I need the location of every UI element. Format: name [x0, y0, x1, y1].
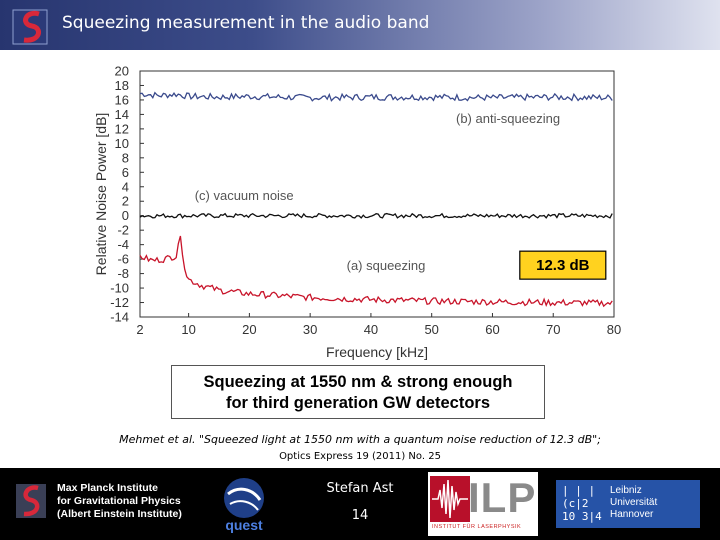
page-number: 14: [351, 508, 369, 523]
y-axis: 20181614121086420-2-4-6-8-10-12-14Relati…: [93, 64, 144, 325]
luh-logo: | | | (c|2 10 3|4 Leibniz Universität Ha…: [556, 480, 700, 528]
vacuum-noise-label: (c) vacuum noise: [195, 188, 294, 203]
squeezing-label: (a) squeezing: [347, 258, 426, 273]
y-tick-label: 0: [122, 208, 129, 223]
conclusion-callout: Squeezing at 1550 nm & strong enough for…: [171, 365, 545, 419]
luh-mark-icon: | | | (c|2 10 3|4: [562, 484, 602, 523]
y-tick-label: -6: [117, 252, 129, 267]
annotation-layer: (b) anti-squeezing (c) vacuum noise (a) sq…: [195, 111, 607, 280]
series-line-0: [139, 91, 613, 102]
series-layer: [139, 91, 613, 308]
y-axis-label: Relative Noise Power [dB]: [93, 113, 109, 276]
y-tick-label: 8: [122, 150, 129, 165]
x-tick-label: 80: [607, 322, 621, 337]
mpi-line-3: (Albert Einstein Institute): [57, 508, 182, 520]
mpi-line-1: Max Planck Institute: [57, 482, 158, 494]
ilp-waveform-icon: [430, 476, 470, 522]
y-tick-label: 2: [122, 194, 129, 209]
y-tick-label: 14: [115, 107, 129, 122]
page-title: Squeezing measurement in the audio band: [62, 13, 430, 33]
ilp-logo: ILP INSTITUT FÜR LASERPHYSIK: [428, 472, 538, 536]
ilp-subtitle: INSTITUT FÜR LASERPHYSIK: [432, 524, 522, 530]
y-tick-label: -12: [110, 295, 129, 310]
x-tick-label: 10: [181, 322, 195, 337]
callout-line-1: Squeezing at 1550 nm & strong enough: [203, 373, 513, 391]
mpi-emblem-icon: [16, 484, 46, 518]
citation-line-1: Mehmet et al. "Squeezed light at 1550 nm…: [119, 433, 601, 446]
y-tick-label: 4: [122, 179, 129, 194]
presenter-name: Stefan Ast: [326, 481, 394, 496]
y-tick-label: -2: [117, 223, 129, 238]
citation: Mehmet et al. "Squeezed light at 1550 nm…: [0, 433, 720, 462]
y-tick-label: -10: [110, 281, 129, 296]
y-tick-label: 10: [115, 136, 129, 151]
y-tick-label: 16: [115, 92, 129, 107]
x-tick-label: 2: [136, 322, 143, 337]
quest-label: quest: [225, 517, 263, 533]
highlight-box: [519, 250, 607, 280]
x-tick-label: 50: [424, 322, 438, 337]
x-axis-label: Frequency [kHz]: [326, 344, 428, 360]
y-tick-label: 12: [115, 121, 129, 136]
x-axis: 2 10 20 30 40 50 60 70 80 Frequency [kHz]: [136, 313, 621, 360]
y-tick-label: 18: [115, 78, 129, 93]
series-line-1: [139, 212, 613, 219]
mpi-line-2: for Gravitational Physics: [57, 495, 181, 507]
x-tick-label: 40: [364, 322, 378, 337]
ilp-name: ILP: [468, 474, 537, 521]
x-tick-label: 30: [303, 322, 317, 337]
luh-line-3: Hannover: [610, 509, 654, 520]
luh-line-1: Leibniz: [610, 485, 642, 496]
footer-bar: Max Planck Institute for Gravitational P…: [0, 468, 720, 540]
anti-squeezing-label: (b) anti-squeezing: [456, 111, 560, 126]
x-tick-label: 60: [485, 322, 499, 337]
y-tick-label: -8: [117, 266, 129, 281]
aei-logo-icon: [12, 9, 48, 45]
series-line-2: [139, 235, 613, 308]
callout-line-2: for third generation GW detectors: [225, 394, 491, 412]
y-tick-label: -4: [117, 237, 129, 252]
y-tick-label: 20: [115, 64, 129, 79]
highlight-value: 12.3 dB: [536, 257, 590, 274]
mpi-logo: Max Planck Institute for Gravitational P…: [10, 476, 200, 532]
luh-line-2: Universität: [610, 497, 658, 508]
y-tick-label: -14: [110, 310, 129, 325]
header-bar: Squeezing measurement in the audio band: [0, 0, 720, 50]
x-tick-label: 70: [546, 322, 560, 337]
y-tick-label: 6: [122, 165, 129, 180]
quest-logo-icon: quest: [224, 478, 264, 533]
citation-line-2: Optics Express 19 (2011) No. 25: [279, 451, 441, 462]
x-tick-label: 20: [242, 322, 256, 337]
